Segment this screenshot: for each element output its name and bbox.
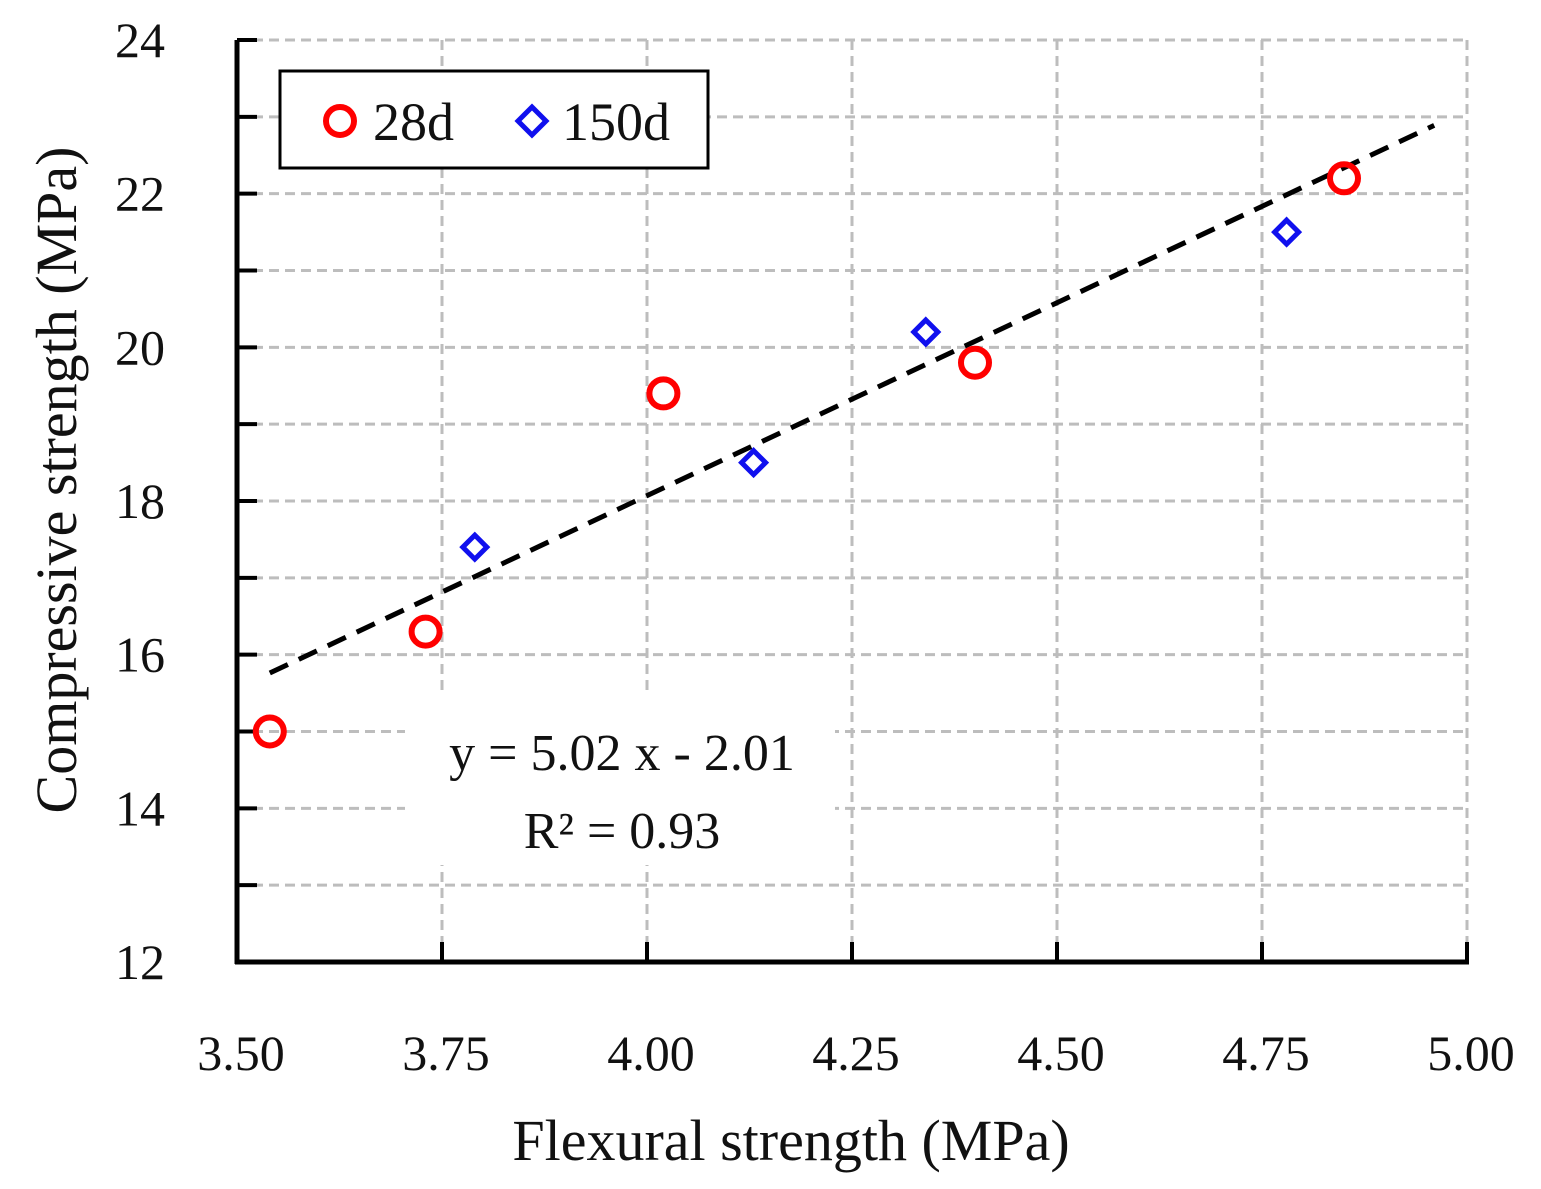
legend-label-150d: 150d <box>562 92 670 152</box>
r-squared-label: R² = 0.93 <box>524 803 721 860</box>
point-28d <box>646 376 681 411</box>
data-points <box>252 161 1361 749</box>
y-axis-title: Compressive strength (MPa) <box>24 147 89 814</box>
axes <box>234 38 1469 965</box>
point-28d <box>1327 161 1361 196</box>
trendline <box>268 123 1436 676</box>
point-150d <box>738 447 770 479</box>
y-tick-label: 18 <box>115 473 165 529</box>
point-28d <box>252 714 287 749</box>
legend-marker-150d <box>514 103 550 139</box>
y-tick-label: 22 <box>115 166 165 222</box>
x-tick-label: 4.75 <box>1222 1025 1310 1081</box>
x-tick-label: 4.50 <box>1017 1025 1105 1081</box>
y-tick-label: 20 <box>115 319 165 375</box>
x-tick-label: 5.00 <box>1427 1025 1515 1081</box>
legend-marker-28d <box>323 104 357 138</box>
legend-label-28d: 28d <box>373 92 454 152</box>
y-tick-label: 24 <box>115 12 165 68</box>
x-tick-label: 4.25 <box>812 1025 900 1081</box>
point-150d <box>459 531 491 563</box>
point-150d <box>910 316 942 348</box>
x-axis-title: Flexural strength (MPa) <box>512 1108 1069 1173</box>
y-tick-label: 14 <box>115 780 165 836</box>
y-tick-label: 16 <box>115 627 165 683</box>
trendline-equation: y = 5.02 x - 2.01 <box>449 725 795 782</box>
legend: 28d 150d <box>278 69 710 170</box>
y-tick-label: 12 <box>115 934 165 990</box>
point-28d <box>408 614 443 649</box>
point-28d <box>958 345 992 380</box>
x-tick-label: 4.00 <box>607 1025 695 1081</box>
equation-background <box>405 695 835 865</box>
x-tick-label: 3.50 <box>197 1025 285 1081</box>
grid-lines <box>237 38 1469 962</box>
tick-labels: 12 14 16 18 20 22 24 3.50 3.75 4.00 4.25 4.50 4.75 5.… <box>115 12 1515 1081</box>
x-tick-label: 3.75 <box>402 1025 490 1081</box>
point-150d <box>1271 216 1303 248</box>
trendline-group <box>268 123 1436 676</box>
